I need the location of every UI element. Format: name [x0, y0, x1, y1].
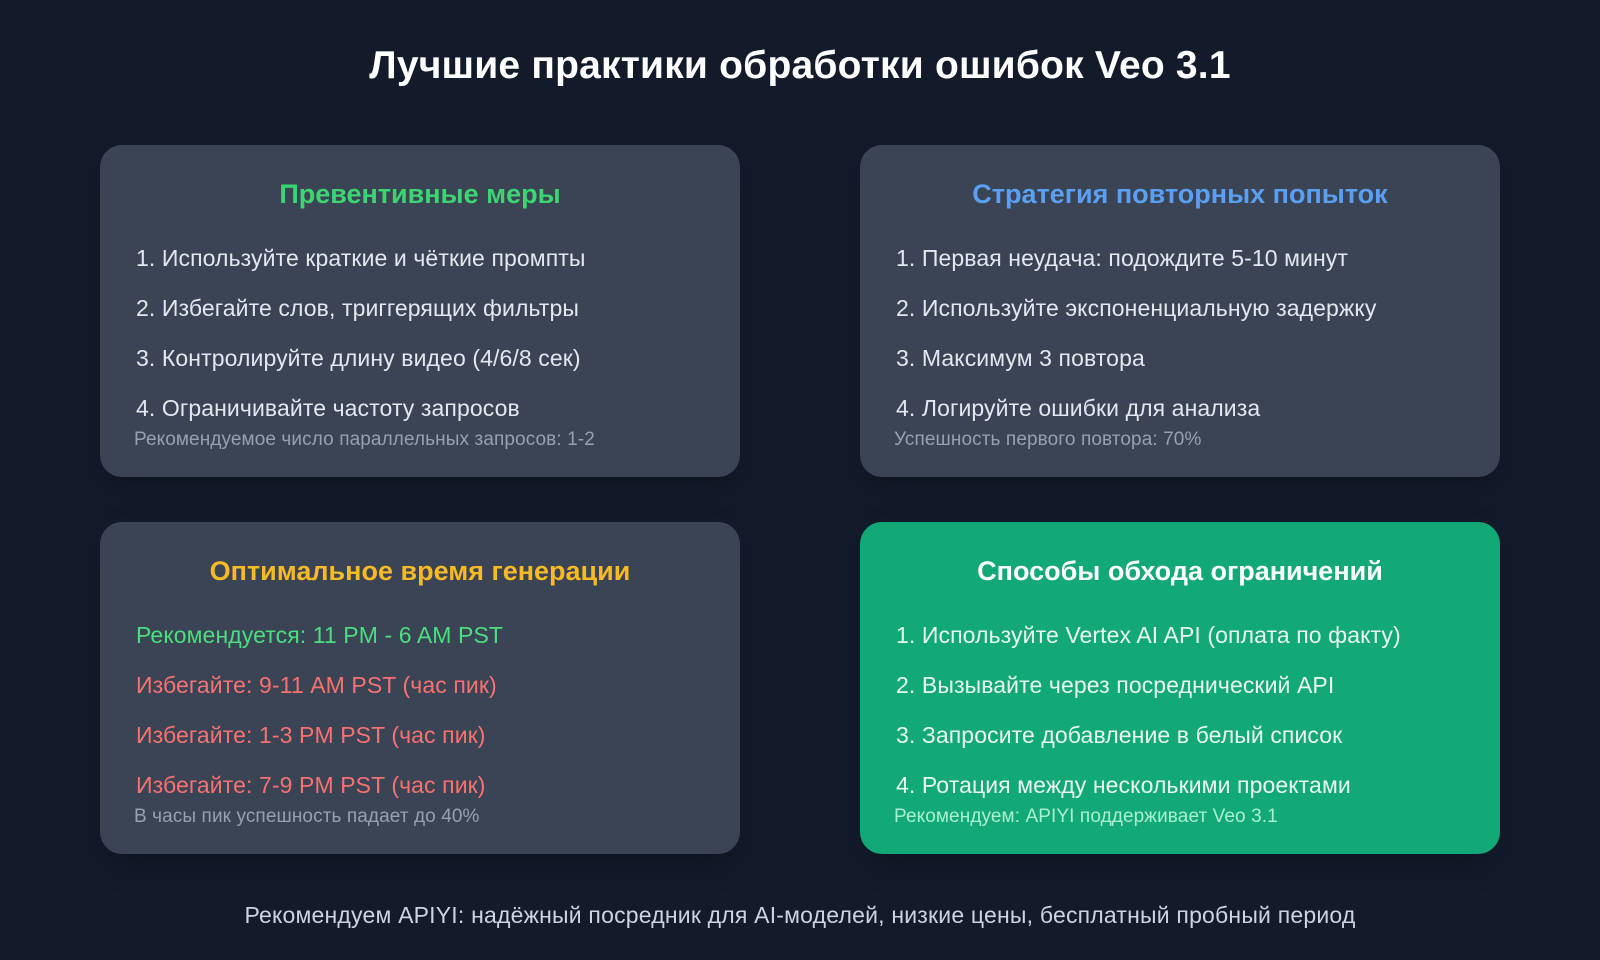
- list-item: 3. Запросите добавление в белый список: [896, 722, 1343, 749]
- list-item: 1. Используйте краткие и чёткие промпты: [136, 245, 586, 272]
- list-item: Избегайте: 1-3 PM PST (час пик): [136, 722, 486, 749]
- list-item: 3. Контролируйте длину видео (4/6/8 сек): [136, 345, 581, 372]
- list-item: 4. Ограничивайте частоту запросов: [136, 395, 520, 422]
- card-note: Рекомендуемое число параллельных запросо…: [134, 429, 595, 450]
- list-item: Избегайте: 9-11 AM PST (час пик): [136, 672, 497, 699]
- list-item: Избегайте: 7-9 PM PST (час пик): [136, 772, 486, 799]
- card-note: В часы пик успешность падает до 40%: [134, 806, 480, 827]
- card-note: Успешность первого повтора: 70%: [894, 429, 1202, 450]
- card-title: Способы обхода ограничений: [977, 556, 1383, 586]
- list-item: 2. Избегайте слов, триггерящих фильтры: [136, 295, 579, 322]
- list-item: 1. Используйте Vertex AI API (оплата по …: [896, 622, 1401, 649]
- page-title: Лучшие практики обработки ошибок Veo 3.1: [369, 44, 1231, 87]
- card-item-list: Рекомендуется: 11 PM - 6 AM PST Избегайт…: [134, 623, 706, 798]
- list-item: 2. Используйте экспоненциальную задержку: [896, 295, 1377, 322]
- card-bypass-restrictions: Способы обхода ограничений 1. Используйт…: [860, 522, 1500, 854]
- card-retry-strategy: Стратегия повторных попыток 1. Первая не…: [860, 145, 1500, 477]
- card-title: Стратегия повторных попыток: [972, 179, 1388, 209]
- card-item-list: 1. Используйте краткие и чёткие промпты …: [134, 246, 706, 421]
- page-footer: Рекомендуем APIYI: надёжный посредник дл…: [244, 902, 1356, 928]
- card-preventive-measures: Превентивные меры 1. Используйте краткие…: [100, 145, 740, 477]
- card-note: Рекомендуем: APIYI поддерживает Veo 3.1: [894, 806, 1278, 827]
- card-item-list: 1. Первая неудача: подождите 5-10 минут …: [894, 246, 1466, 421]
- list-item: 3. Максимум 3 повтора: [896, 345, 1145, 372]
- list-item: 2. Вызывайте через посреднический API: [896, 672, 1335, 699]
- card-optimal-generation-time: Оптимальное время генерации Рекомендуетс…: [100, 522, 740, 854]
- card-title: Превентивные меры: [279, 179, 561, 209]
- cards-grid: Превентивные меры 1. Используйте краткие…: [100, 145, 1500, 854]
- card-title: Оптимальное время генерации: [209, 556, 631, 586]
- list-item: 4. Логируйте ошибки для анализа: [896, 395, 1261, 422]
- card-item-list: 1. Используйте Vertex AI API (оплата по …: [894, 623, 1466, 798]
- list-item: 4. Ротация между несколькими проектами: [896, 772, 1351, 799]
- list-item: 1. Первая неудача: подождите 5-10 минут: [896, 245, 1349, 272]
- list-item: Рекомендуется: 11 PM - 6 AM PST: [136, 622, 504, 649]
